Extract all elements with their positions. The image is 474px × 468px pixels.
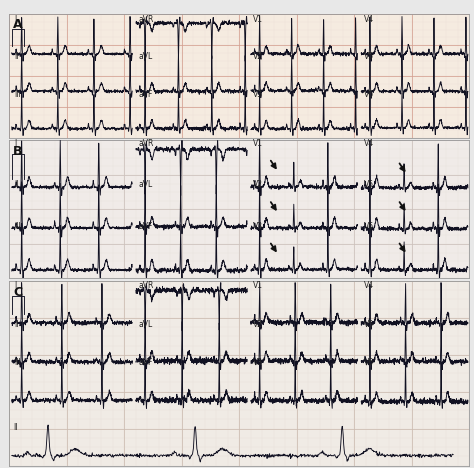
Text: V2: V2 — [253, 320, 263, 329]
Text: V3: V3 — [253, 222, 263, 231]
Text: V5: V5 — [364, 181, 374, 190]
Text: III: III — [14, 222, 21, 231]
Text: aVF: aVF — [138, 358, 153, 367]
Text: aVR: aVR — [138, 15, 154, 24]
Text: I: I — [14, 281, 16, 290]
Text: II: II — [13, 423, 18, 432]
Text: aVL: aVL — [138, 181, 153, 190]
Text: V1: V1 — [253, 139, 263, 148]
Text: B: B — [13, 145, 23, 158]
Text: V1: V1 — [253, 15, 263, 24]
Text: C: C — [13, 286, 22, 300]
Text: V5: V5 — [364, 320, 374, 329]
Text: aVF: aVF — [138, 222, 153, 231]
Text: III: III — [14, 358, 21, 367]
Text: V5: V5 — [364, 52, 374, 61]
Text: aVR: aVR — [138, 139, 154, 148]
Text: V4: V4 — [364, 139, 374, 148]
Text: A: A — [13, 18, 23, 31]
Text: V3: V3 — [253, 90, 263, 99]
Text: V4: V4 — [364, 15, 374, 24]
Text: V3: V3 — [253, 358, 263, 367]
Text: I: I — [14, 15, 16, 24]
Text: V6: V6 — [364, 358, 374, 367]
Text: aVL: aVL — [138, 52, 153, 61]
Text: II: II — [14, 320, 18, 329]
Text: aVF: aVF — [138, 90, 153, 99]
Text: II: II — [14, 181, 18, 190]
Text: II: II — [14, 52, 18, 61]
Text: I: I — [14, 139, 16, 148]
Text: V1: V1 — [253, 281, 263, 290]
Text: V2: V2 — [253, 52, 263, 61]
Text: aVL: aVL — [138, 320, 153, 329]
Text: V6: V6 — [364, 90, 374, 99]
Text: V4: V4 — [364, 281, 374, 290]
Text: aVR: aVR — [138, 281, 154, 290]
Text: V6: V6 — [364, 222, 374, 231]
Text: III: III — [14, 90, 21, 99]
Text: V2: V2 — [253, 181, 263, 190]
